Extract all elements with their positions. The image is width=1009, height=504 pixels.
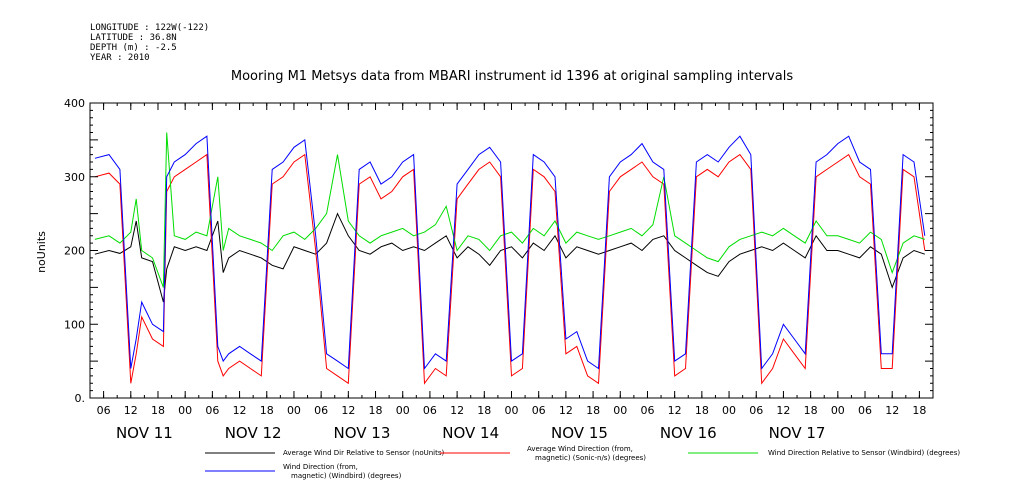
x-tick-label: 06 [205,404,219,417]
x-tick-label: 00 [396,404,410,417]
x-tick-label: 12 [559,404,573,417]
x-tick-label: 18 [695,404,709,417]
legend-label-3: Wind Direction Relative to Sensor (Windb… [768,449,960,457]
axes: 06 12 18 00 06 12 18 00 06 12 18 00 06 12 18 00 06 12 18 00… [64,97,934,442]
legend-label-line: Average Wind Dir Relative to Sensor (noU… [283,449,444,457]
x-tick-label: 00 [722,404,736,417]
metadata-block: LONGITUDE : 122W(-122) LATITUDE : 36.8N … [90,23,209,63]
legend-label-line: magnetic) (Windbird) (degrees) [291,472,402,480]
y-tick-label: 200 [64,245,85,258]
x-tick-label: 12 [885,404,899,417]
legend-label-1: Average Wind Dir Relative to Sensor (noU… [283,449,444,457]
x-tick-label: 18 [912,404,926,417]
x-tick-label: 00 [287,404,301,417]
day-label: NOV 12 [225,424,282,442]
x-tick-label: 06 [640,404,654,417]
x-tick-label: 06 [97,404,111,417]
series-line-1 [94,212,925,303]
x-tick-label: 06 [858,404,872,417]
day-label: NOV 17 [769,424,826,442]
x-tick-label: 12 [776,404,790,417]
legend-label-2: Average Wind Direction (from, magnetic) (… [527,445,646,462]
x-tick-label: 06 [749,404,763,417]
y-tick-label: 0. [75,392,86,405]
legend: Average Wind Dir Relative to Sensor (noU… [205,445,960,480]
x-tick-label: 00 [505,404,519,417]
y-axis-label: noUnits [35,231,48,273]
x-tick-label: 12 [233,404,247,417]
day-label: NOV 13 [333,424,390,442]
series-line-2 [94,153,926,385]
x-tick-label: 18 [586,404,600,417]
legend-label-line: Wind Direction Relative to Sensor (Windb… [768,449,960,457]
x-tick-label: 06 [314,404,328,417]
x-tick-label: 18 [369,404,383,417]
x-tick-label: 00 [831,404,845,417]
x-tick-label: 12 [341,404,355,417]
x-tick-label: 06 [423,404,437,417]
legend-label-line: Wind Direction (from, [283,463,358,471]
series-line-3 [94,132,925,288]
longitude-label: LONGITUDE : 122W(-122) [90,23,209,33]
day-label: NOV 14 [442,424,499,442]
plot-area [94,132,926,385]
x-tick-label: 12 [124,404,138,417]
y-tick-label: 300 [64,171,85,184]
x-tick-label: 00 [613,404,627,417]
y-tick-label: 400 [64,97,85,110]
day-label: NOV 11 [116,424,173,442]
year-label: YEAR : 2010 [90,53,150,63]
x-tick-label: 12 [450,404,464,417]
x-tick-label: 18 [260,404,274,417]
x-tick-label: 12 [668,404,682,417]
x-tick-label: 06 [532,404,546,417]
legend-label-4: Wind Direction (from, magnetic) (Windbird… [283,463,402,480]
depth-label: DEPTH (m) : -2.5 [90,43,177,53]
x-tick-label: 00 [178,404,192,417]
x-tick-label: 18 [804,404,818,417]
y-tick-label: 100 [64,318,85,331]
x-tick-label: 18 [477,404,491,417]
legend-label-line: magnetic) (Sonic-n/s) (degrees) [535,454,646,462]
legend-label-line: Average Wind Direction (from, [527,445,633,453]
chart-title: Mooring M1 Metsys data from MBARI instru… [231,69,793,84]
latitude-label: LATITUDE : 36.8N [90,33,177,43]
day-label: NOV 16 [660,424,717,442]
x-tick-label: 18 [151,404,165,417]
day-label: NOV 15 [551,424,608,442]
series-line-4 [94,135,926,370]
